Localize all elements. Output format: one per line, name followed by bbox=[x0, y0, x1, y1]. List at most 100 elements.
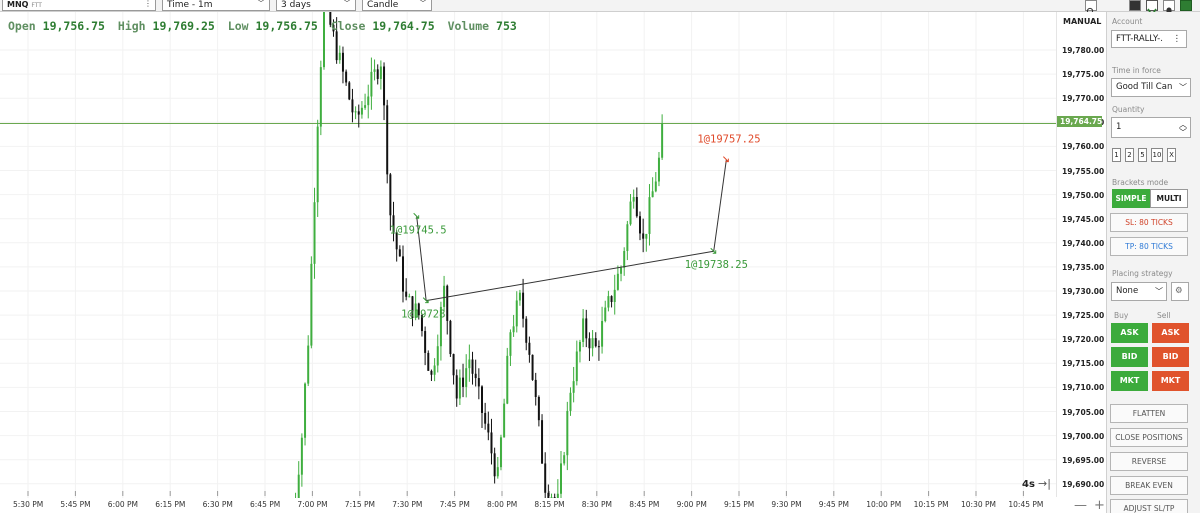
fill-label: 1@19728 bbox=[401, 309, 445, 321]
candle-body bbox=[455, 375, 458, 399]
price-tick-label: 19,695.00 bbox=[1062, 455, 1105, 465]
adjust-sl-tp-button[interactable]: ADJUST SL/TP bbox=[1110, 499, 1188, 513]
candle-body bbox=[439, 306, 442, 347]
trade-panel-icon[interactable] bbox=[1180, 0, 1192, 11]
qty-preset-5[interactable]: 5 bbox=[1138, 148, 1147, 162]
candle-body bbox=[661, 123, 664, 158]
candle-body bbox=[341, 52, 344, 72]
candle-body bbox=[474, 373, 477, 379]
reverse-button[interactable]: REVERSE bbox=[1110, 452, 1188, 471]
account-select[interactable]: FTT-RALLY-. ⋮ bbox=[1111, 30, 1187, 48]
zoom-out-button[interactable]: — bbox=[1074, 498, 1087, 513]
trade-connector-line bbox=[416, 216, 427, 301]
candle-body bbox=[620, 267, 623, 274]
chart-style-dropdown[interactable]: Candle ﹀ bbox=[362, 0, 432, 11]
symbol-selector[interactable]: MNQ FTT ⋮ bbox=[2, 0, 156, 11]
indicator-icon[interactable] bbox=[1146, 0, 1158, 17]
time-tick-label: 8:30 PM bbox=[581, 500, 613, 509]
mouse-icon[interactable] bbox=[1163, 0, 1175, 16]
candle-body bbox=[648, 197, 651, 234]
candle-body bbox=[395, 232, 398, 250]
dom-icon[interactable] bbox=[1129, 0, 1141, 11]
candle-body bbox=[433, 365, 436, 375]
tif-label: Time in force bbox=[1112, 66, 1161, 75]
bracket-multi-button[interactable]: MULTI bbox=[1150, 189, 1188, 208]
candle-body bbox=[493, 453, 496, 477]
time-tick-label: 10:30 PM bbox=[961, 500, 996, 509]
candle-body bbox=[414, 303, 417, 318]
strategy-select[interactable]: None ﹀ bbox=[1111, 282, 1167, 301]
candle-body bbox=[525, 318, 528, 343]
sell-bid-button[interactable]: BID bbox=[1152, 347, 1189, 367]
volume-label: Volume bbox=[447, 19, 490, 33]
candle-body bbox=[335, 31, 338, 61]
candle-body bbox=[563, 455, 566, 464]
qty-preset-2[interactable]: 2 bbox=[1125, 148, 1134, 162]
candle-body bbox=[582, 318, 585, 342]
candle-body bbox=[651, 191, 654, 198]
candle-body bbox=[487, 423, 490, 433]
qty-preset-clear[interactable]: X bbox=[1167, 148, 1176, 162]
sell-ask-button[interactable]: ASK bbox=[1152, 323, 1189, 343]
quantity-value: 1 bbox=[1116, 122, 1122, 132]
bracket-simple-button[interactable]: SIMPLE bbox=[1112, 189, 1150, 208]
candle-body bbox=[503, 403, 506, 438]
time-tick-label: 7:15 PM bbox=[344, 500, 376, 509]
gear-icon[interactable]: ⚙ bbox=[1171, 282, 1189, 301]
candle-body bbox=[534, 379, 537, 398]
qty-preset-1[interactable]: 1 bbox=[1112, 148, 1121, 162]
quantity-stepper[interactable]: 1 ︿ ﹀ bbox=[1111, 117, 1191, 138]
price-tick-label: 19,775.00 bbox=[1062, 70, 1105, 80]
search-icon[interactable] bbox=[1085, 0, 1097, 16]
candle-body bbox=[392, 215, 395, 233]
sell-market-button[interactable]: MKT bbox=[1152, 371, 1189, 391]
fill-label: 1@19757.25 bbox=[697, 134, 760, 146]
candle-body bbox=[462, 377, 465, 387]
candle-body bbox=[465, 368, 468, 387]
open-value: 19,756.75 bbox=[42, 19, 105, 33]
break-even-button[interactable]: BREAK EVEN bbox=[1110, 476, 1188, 495]
fill-arrow-icon bbox=[723, 156, 729, 163]
candle-body bbox=[411, 296, 414, 318]
close-value: 19,764.75 bbox=[372, 19, 435, 33]
candle-body bbox=[531, 354, 534, 380]
close-positions-button[interactable]: CLOSE POSITIONS bbox=[1110, 428, 1188, 447]
symbol-sub: FTT bbox=[31, 2, 42, 9]
candle-body bbox=[389, 174, 392, 216]
range-dropdown[interactable]: 3 days ﹀ bbox=[276, 0, 356, 11]
flatten-button[interactable]: FLATTEN bbox=[1110, 404, 1188, 423]
axis-mode-label[interactable]: MANUAL bbox=[1063, 17, 1102, 26]
candle-body bbox=[553, 497, 556, 498]
chevron-up-icon[interactable]: ︿ bbox=[1179, 120, 1187, 129]
candle-body bbox=[436, 346, 439, 366]
time-tick-label: 9:30 PM bbox=[771, 500, 802, 509]
fill-arrow-icon bbox=[413, 212, 420, 219]
strategy-value: None bbox=[1116, 286, 1139, 296]
chevron-down-icon: ﹀ bbox=[1179, 83, 1187, 92]
stop-loss-button[interactable]: SL: 80 TICKS bbox=[1110, 213, 1188, 232]
chevron-down-icon[interactable]: ﹀ bbox=[1179, 128, 1187, 137]
price-chart[interactable]: 1@19745.5 1@19728 1@19738.25 1@19757.25 bbox=[0, 12, 1056, 498]
candle-body bbox=[313, 202, 316, 264]
buy-market-button[interactable]: MKT bbox=[1111, 371, 1148, 391]
candle-body bbox=[300, 437, 303, 475]
qty-preset-10[interactable]: 10 bbox=[1151, 148, 1163, 162]
candle-body bbox=[420, 315, 423, 332]
take-profit-button[interactable]: TP: 80 TICKS bbox=[1110, 237, 1188, 256]
candle-body bbox=[544, 463, 547, 493]
tif-select[interactable]: Good Till Can ﹀ bbox=[1111, 78, 1191, 97]
zoom-in-button[interactable]: + bbox=[1094, 498, 1105, 513]
candle-body bbox=[616, 273, 619, 290]
candle-body bbox=[610, 296, 613, 302]
candle-body bbox=[518, 292, 521, 301]
timeframe-dropdown[interactable]: Time - 1m ﹀ bbox=[162, 0, 270, 11]
buy-bid-button[interactable]: BID bbox=[1111, 347, 1148, 367]
candle-body bbox=[345, 71, 348, 83]
candle-body bbox=[471, 359, 474, 374]
buy-ask-button[interactable]: ASK bbox=[1111, 323, 1148, 343]
scroll-to-end-icon[interactable]: →| bbox=[1038, 477, 1051, 490]
price-axis[interactable] bbox=[1056, 12, 1106, 497]
more-vertical-icon[interactable]: ⋮ bbox=[144, 0, 152, 8]
candle-body bbox=[357, 111, 360, 115]
bar-timer: 4s bbox=[1022, 479, 1035, 490]
